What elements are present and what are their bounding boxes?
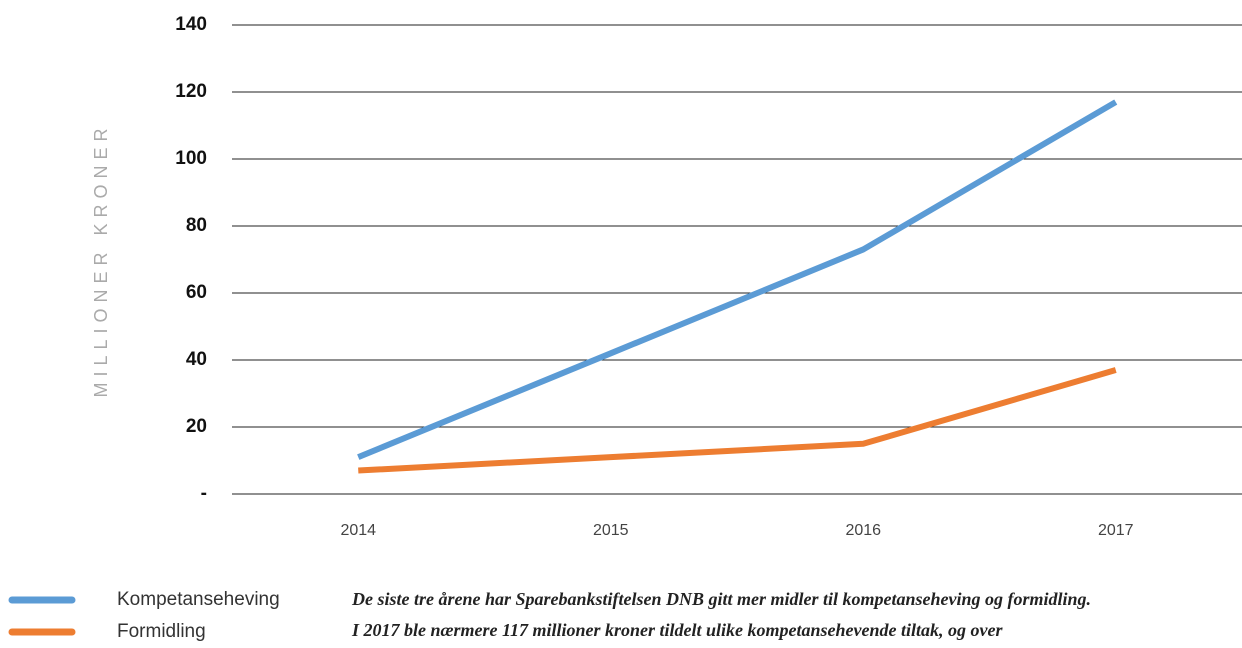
- y-tick-label: 140: [175, 14, 207, 35]
- line-series: [357, 99, 1118, 460]
- legend-label: Kompetanseheving: [117, 589, 280, 610]
- x-tick-label: 2016: [845, 522, 881, 539]
- x-tick-label: 2015: [593, 522, 629, 539]
- x-tick-label: 2014: [340, 522, 376, 539]
- y-axis-label: MILLIONER KRONER: [91, 122, 111, 397]
- x-tick-label: 2017: [1098, 522, 1134, 539]
- caption: I 2017 ble nærmere 117 millioner kroner …: [351, 620, 1003, 640]
- y-tick-label: 100: [175, 148, 207, 169]
- y-tick-label: 20: [186, 416, 207, 437]
- caption: De siste tre årene har Sparebankstiftels…: [351, 589, 1091, 609]
- y-tick-label: -: [201, 483, 207, 504]
- y-tick-label: 80: [186, 215, 207, 236]
- legend-label: Formidling: [117, 621, 206, 642]
- y-tick-label: 60: [186, 282, 207, 303]
- y-tick-label: 120: [175, 81, 207, 102]
- y-tick-label: 40: [186, 349, 207, 370]
- line-series: [358, 367, 1117, 474]
